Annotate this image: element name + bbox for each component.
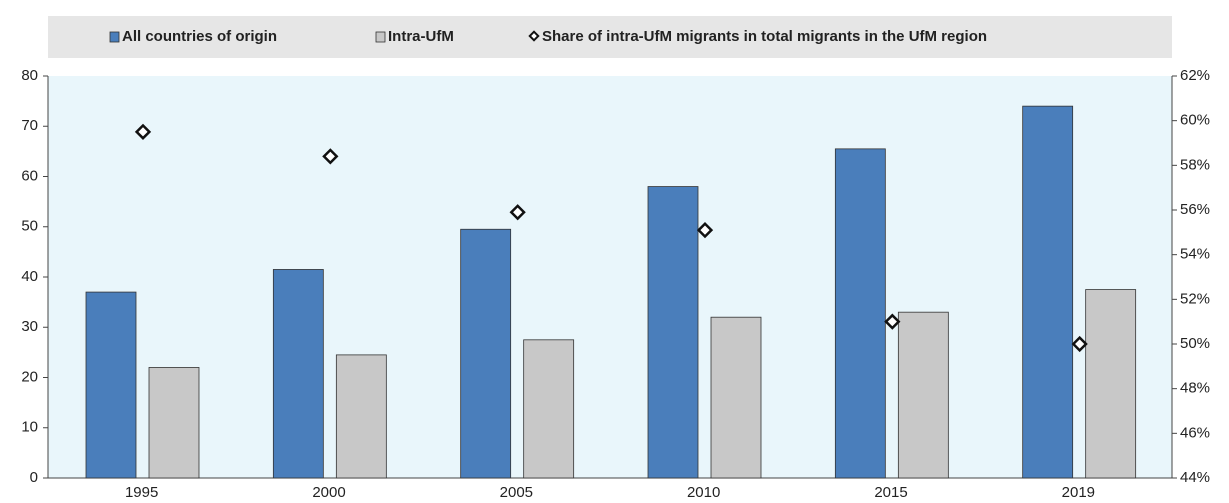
marker — [322, 148, 339, 165]
y-tick-label: 30 — [21, 318, 38, 335]
bar — [1085, 289, 1137, 479]
x-tick-label: 2015 — [874, 484, 907, 501]
bar — [460, 228, 512, 479]
y2-tick-label: 44% — [1180, 469, 1210, 486]
y2-tick-label: 56% — [1180, 201, 1210, 218]
x-tick-label: 1995 — [125, 484, 158, 501]
y-tick-label: 50 — [21, 218, 38, 235]
bar — [335, 354, 387, 479]
plot-background — [48, 76, 1172, 478]
bar — [148, 367, 200, 479]
bar — [1022, 105, 1074, 479]
marker — [884, 313, 901, 330]
bar — [647, 186, 699, 479]
marker — [509, 204, 526, 221]
x-tick-label: 2019 — [1062, 484, 1095, 501]
y2-tick-label: 60% — [1180, 112, 1210, 129]
y-tick-label: 0 — [30, 469, 38, 486]
bar — [523, 339, 575, 479]
y-tick-label: 60 — [21, 167, 38, 184]
x-tick-label: 2000 — [312, 484, 345, 501]
y2-tick-label: 62% — [1180, 67, 1210, 84]
legend-swatch — [109, 31, 120, 43]
y2-tick-label: 54% — [1180, 246, 1210, 263]
legend-swatch — [375, 31, 386, 43]
y-tick-label: 10 — [21, 419, 38, 436]
y2-tick-label: 48% — [1180, 380, 1210, 397]
bar — [710, 316, 762, 479]
bar — [85, 291, 137, 479]
y-tick-label: 40 — [21, 268, 38, 285]
legend-background — [48, 16, 1172, 58]
legend-label: All countries of origin — [122, 28, 277, 45]
x-tick-label: 2005 — [500, 484, 533, 501]
y2-tick-label: 58% — [1180, 156, 1210, 173]
x-tick-label: 2010 — [687, 484, 720, 501]
y-tick-label: 20 — [21, 368, 38, 385]
legend-swatch — [528, 30, 540, 42]
marker — [1071, 335, 1088, 353]
y-tick-label: 80 — [21, 67, 38, 84]
y-tick-label: 70 — [21, 117, 38, 134]
bar — [834, 148, 886, 479]
marker — [134, 123, 152, 140]
legend-label: Share of intra-UfM migrants in total mig… — [542, 28, 987, 45]
y2-tick-label: 46% — [1180, 424, 1210, 441]
legend-label: Intra-UfM — [388, 28, 454, 45]
y2-tick-label: 50% — [1180, 335, 1210, 352]
bar — [897, 311, 949, 479]
y2-tick-label: 52% — [1180, 290, 1210, 307]
bar — [272, 269, 324, 479]
marker — [696, 221, 714, 239]
